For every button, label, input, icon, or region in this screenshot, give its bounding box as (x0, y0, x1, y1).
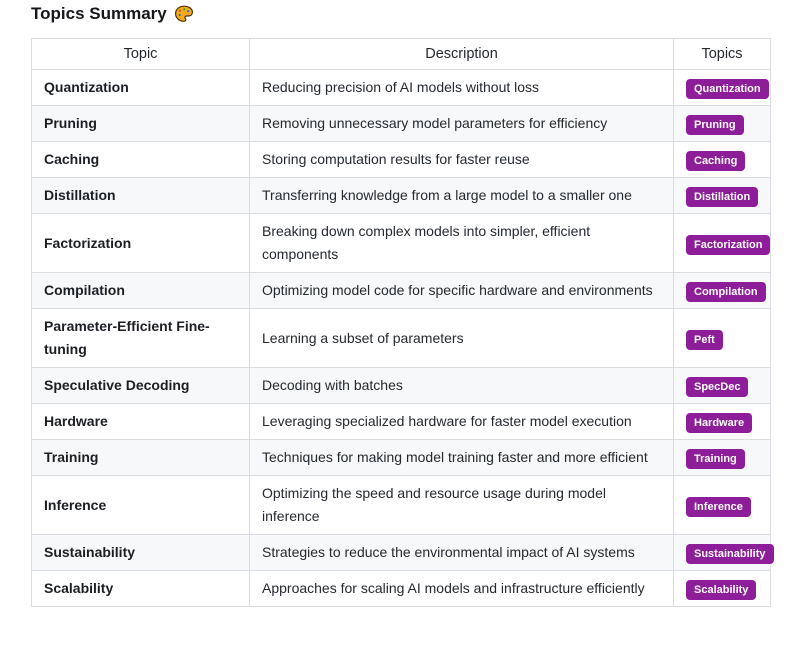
page-title-text: Topics Summary (31, 4, 167, 23)
table-row: Factorization Breaking down complex model… (31, 213, 771, 273)
column-header-description: Description (249, 38, 674, 70)
topic-cell: Hardware (31, 403, 250, 440)
page-title: Topics Summary (31, 2, 770, 24)
badge-cell: Training (673, 439, 771, 476)
topic-cell: Speculative Decoding (31, 367, 250, 404)
badge-cell: Sustainability (673, 534, 774, 571)
badge-cell: Scalability (673, 570, 771, 607)
topic-badge: Caching (686, 151, 746, 171)
topic-badge: Training (686, 449, 745, 469)
topic-badge: Inference (686, 496, 751, 517)
description-cell: Learning a subset of parameters (249, 308, 674, 368)
topic-cell: Quantization (31, 69, 250, 106)
table-row: Distillation Transferring knowledge from … (31, 177, 771, 214)
topic-cell: Inference (31, 475, 250, 535)
table-row: Caching Storing computation results for f… (31, 141, 771, 178)
description-cell: Reducing precision of AI models without … (249, 69, 674, 106)
table-header: Topic Description Topics (31, 38, 771, 70)
table-row: Speculative Decoding Decoding with batche… (31, 367, 771, 404)
table-row: Pruning Removing unnecessary model parame… (31, 105, 771, 142)
topic-cell: Pruning (31, 105, 250, 142)
badge-cell: Factorization (673, 213, 771, 273)
topic-cell: Factorization (31, 213, 250, 273)
description-cell: Optimizing model code for specific hardw… (249, 272, 674, 309)
topics-table: Topic Description Topics Quantization Red… (31, 38, 774, 607)
badge-cell: SpecDec (673, 367, 771, 404)
badge-cell: Inference (673, 475, 771, 535)
topic-badge: Pruning (686, 115, 744, 135)
badge-cell: Hardware (673, 403, 771, 440)
table-row: Sustainability Strategies to reduce the e… (31, 534, 774, 571)
topic-badge: Factorization (686, 234, 771, 255)
topic-cell: Training (31, 439, 250, 476)
topic-badge: Distillation (686, 187, 759, 207)
topic-cell: Caching (31, 141, 250, 178)
description-cell: Storing computation results for faster r… (249, 141, 674, 178)
column-header-topic: Topic (31, 38, 250, 70)
badge-cell: Pruning (673, 105, 771, 142)
badge-cell: Caching (673, 141, 771, 178)
topic-badge: Hardware (686, 413, 753, 433)
description-cell: Techniques for making model training fas… (249, 439, 674, 476)
topic-cell: Compilation (31, 272, 250, 309)
topic-cell: Parameter-Efficient Fine-tuning (31, 308, 250, 368)
badge-cell: Peft (673, 308, 771, 368)
topic-badge: Quantization (686, 79, 769, 99)
badge-cell: Compilation (673, 272, 771, 309)
badge-cell: Distillation (673, 177, 771, 214)
topic-cell: Distillation (31, 177, 250, 214)
description-cell: Breaking down complex models into simple… (249, 213, 674, 273)
description-cell: Optimizing the speed and resource usage … (249, 475, 674, 535)
topic-badge: Peft (686, 329, 723, 350)
description-cell: Leveraging specialized hardware for fast… (249, 403, 674, 440)
table-row: Inference Optimizing the speed and resour… (31, 475, 771, 535)
topic-badge: Sustainability (686, 544, 774, 564)
table-row: Hardware Leveraging specialized hardware … (31, 403, 771, 440)
description-cell: Removing unnecessary model parameters fo… (249, 105, 674, 142)
topic-cell: Scalability (31, 570, 250, 607)
table-body: Quantization Reducing precision of AI mod… (31, 69, 774, 607)
page: Topics Summary Topic Description Topics … (31, 2, 774, 607)
header-row: Topic Description Topics (31, 38, 771, 70)
topic-badge: SpecDec (686, 377, 749, 397)
table-row: Scalability Approaches for scaling AI mod… (31, 570, 771, 607)
description-cell: Transferring knowledge from a large mode… (249, 177, 674, 214)
description-cell: Strategies to reduce the environmental i… (249, 534, 674, 571)
topic-badge: Scalability (686, 580, 757, 600)
topic-cell: Sustainability (31, 534, 250, 571)
table-row: Parameter-Efficient Fine-tuning Learning … (31, 308, 771, 368)
description-cell: Decoding with batches (249, 367, 674, 404)
table-row: Quantization Reducing precision of AI mod… (31, 69, 771, 106)
table-row: Training Techniques for making model trai… (31, 439, 771, 476)
badge-cell: Quantization (673, 69, 771, 106)
table-row: Compilation Optimizing model code for spe… (31, 272, 771, 309)
topic-badge: Compilation (686, 282, 766, 302)
description-cell: Approaches for scaling AI models and inf… (249, 570, 674, 607)
column-header-topics: Topics (673, 38, 771, 70)
palette-icon (174, 4, 194, 24)
